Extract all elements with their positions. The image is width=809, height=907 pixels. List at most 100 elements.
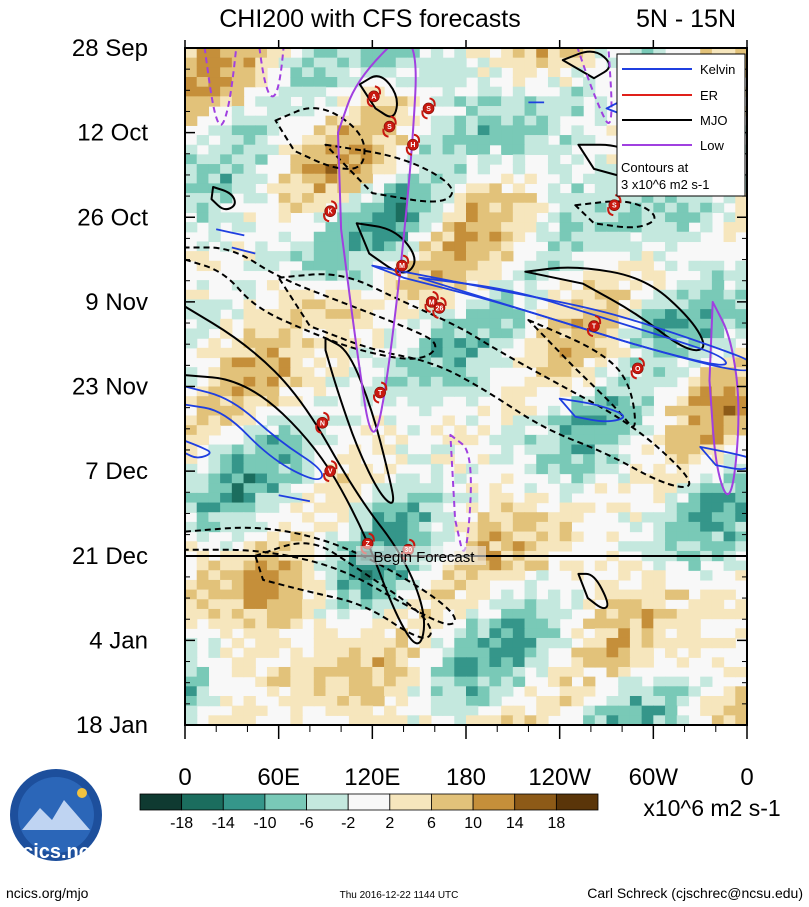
heatmap-cell <box>325 251 338 262</box>
heatmap-cell <box>220 57 233 68</box>
heatmap-cell <box>278 86 291 97</box>
heatmap-cell <box>196 280 210 291</box>
heatmap-cell <box>337 454 350 465</box>
storm-dot <box>631 362 644 375</box>
heatmap-cell <box>290 270 303 281</box>
heatmap-cell <box>665 637 678 649</box>
heatmap-cell <box>700 222 713 233</box>
heatmap-cell <box>547 434 561 446</box>
heatmap-cell <box>208 579 221 591</box>
heatmap-cell <box>547 676 561 687</box>
heatmap-cell <box>348 705 362 716</box>
heatmap-cell <box>454 376 467 388</box>
heatmap-cell <box>700 309 713 320</box>
heatmap-cell <box>618 647 631 658</box>
heatmap-cell <box>372 86 385 97</box>
heatmap-cell <box>384 222 397 233</box>
contour-low-20 <box>258 48 285 98</box>
storm-label: M <box>399 263 405 270</box>
heatmap-cell <box>501 115 514 126</box>
heatmap-cell <box>185 367 198 378</box>
heatmap-cell <box>290 144 303 155</box>
heatmap-cell <box>454 676 467 687</box>
heatmap-cell <box>512 386 526 397</box>
heatmap-cell <box>348 260 362 272</box>
heatmap-cell <box>735 202 747 214</box>
heatmap-cell <box>641 637 654 649</box>
heatmap-cell <box>185 715 198 725</box>
heatmap-cell <box>466 338 479 349</box>
heatmap-cell <box>489 618 502 629</box>
heatmap-cell <box>723 212 736 223</box>
colorbar-label: 14 <box>506 815 524 832</box>
heatmap-cell <box>512 434 526 446</box>
heatmap-cell <box>290 463 303 475</box>
heatmap-cell <box>185 589 198 600</box>
heatmap-cell <box>337 570 350 581</box>
heatmap-cell <box>348 589 362 600</box>
heatmap-cell <box>547 241 561 252</box>
heatmap-cell <box>594 202 608 214</box>
heatmap-cell <box>290 676 303 687</box>
heatmap-cell <box>208 173 221 184</box>
storm-swirl-icon <box>413 133 421 143</box>
heatmap-cell <box>536 560 549 571</box>
heatmap-cell <box>313 676 327 687</box>
storm-swirl-icon <box>390 115 397 125</box>
heatmap-cell <box>384 57 397 68</box>
heatmap-cell <box>665 289 678 301</box>
heatmap-cell <box>571 338 584 349</box>
heatmap-cell <box>618 570 631 581</box>
contour-kelvin-32 <box>216 228 245 237</box>
contour-kelvin-24 <box>418 276 727 366</box>
heatmap-cell <box>594 608 608 620</box>
heatmap-cell <box>466 599 479 610</box>
heatmap-cell <box>547 154 561 165</box>
heatmap-cell <box>641 628 654 639</box>
heatmap-cell <box>255 492 268 504</box>
heatmap-cell <box>302 492 315 504</box>
colorbar-label: -14 <box>212 815 235 832</box>
heatmap-cell <box>711 386 725 397</box>
heatmap-cell <box>489 531 502 542</box>
heatmap-cell <box>606 318 619 330</box>
x-tick-label: 0 <box>178 764 191 791</box>
heatmap-cell <box>208 164 221 175</box>
heatmap-cell <box>208 599 221 610</box>
storm-swirl-icon <box>323 411 330 421</box>
heatmap-cell <box>711 396 725 407</box>
heatmap-cell <box>454 212 467 223</box>
heatmap-cell <box>524 502 537 513</box>
heatmap-cell <box>220 125 233 136</box>
heatmap-cell <box>512 531 526 542</box>
heatmap-cell <box>255 560 268 571</box>
heatmap-cell <box>735 318 747 330</box>
heatmap-cell <box>243 396 256 407</box>
heatmap-cell <box>653 376 666 388</box>
heatmap-cell <box>536 309 549 320</box>
heatmap-cell <box>430 357 444 368</box>
heatmap-cell <box>676 425 690 436</box>
heatmap-cell <box>466 183 479 194</box>
heatmap-cell <box>524 144 537 155</box>
heatmap-cell <box>559 202 572 214</box>
heatmap-cell <box>384 164 397 175</box>
heatmap-cell <box>313 618 327 629</box>
heatmap-cell <box>231 599 245 610</box>
heatmap-cell <box>266 531 280 542</box>
heatmap-cell <box>547 618 561 629</box>
heatmap-cell <box>735 502 747 513</box>
colorbar-swatch <box>389 793 432 811</box>
heatmap-cell <box>185 86 198 97</box>
heatmap-cell <box>372 251 385 262</box>
colorbar-swatch <box>431 793 474 811</box>
heatmap-cell <box>208 695 221 707</box>
heatmap-cell <box>442 251 455 262</box>
heatmap-cell <box>547 328 561 339</box>
heatmap-cell <box>571 695 584 707</box>
colorbar-label: 6 <box>427 815 436 832</box>
heatmap-cell <box>466 309 479 320</box>
heatmap-cell <box>360 637 373 649</box>
y-tick-label: 9 Nov <box>85 289 148 316</box>
heatmap-cell <box>512 48 526 59</box>
